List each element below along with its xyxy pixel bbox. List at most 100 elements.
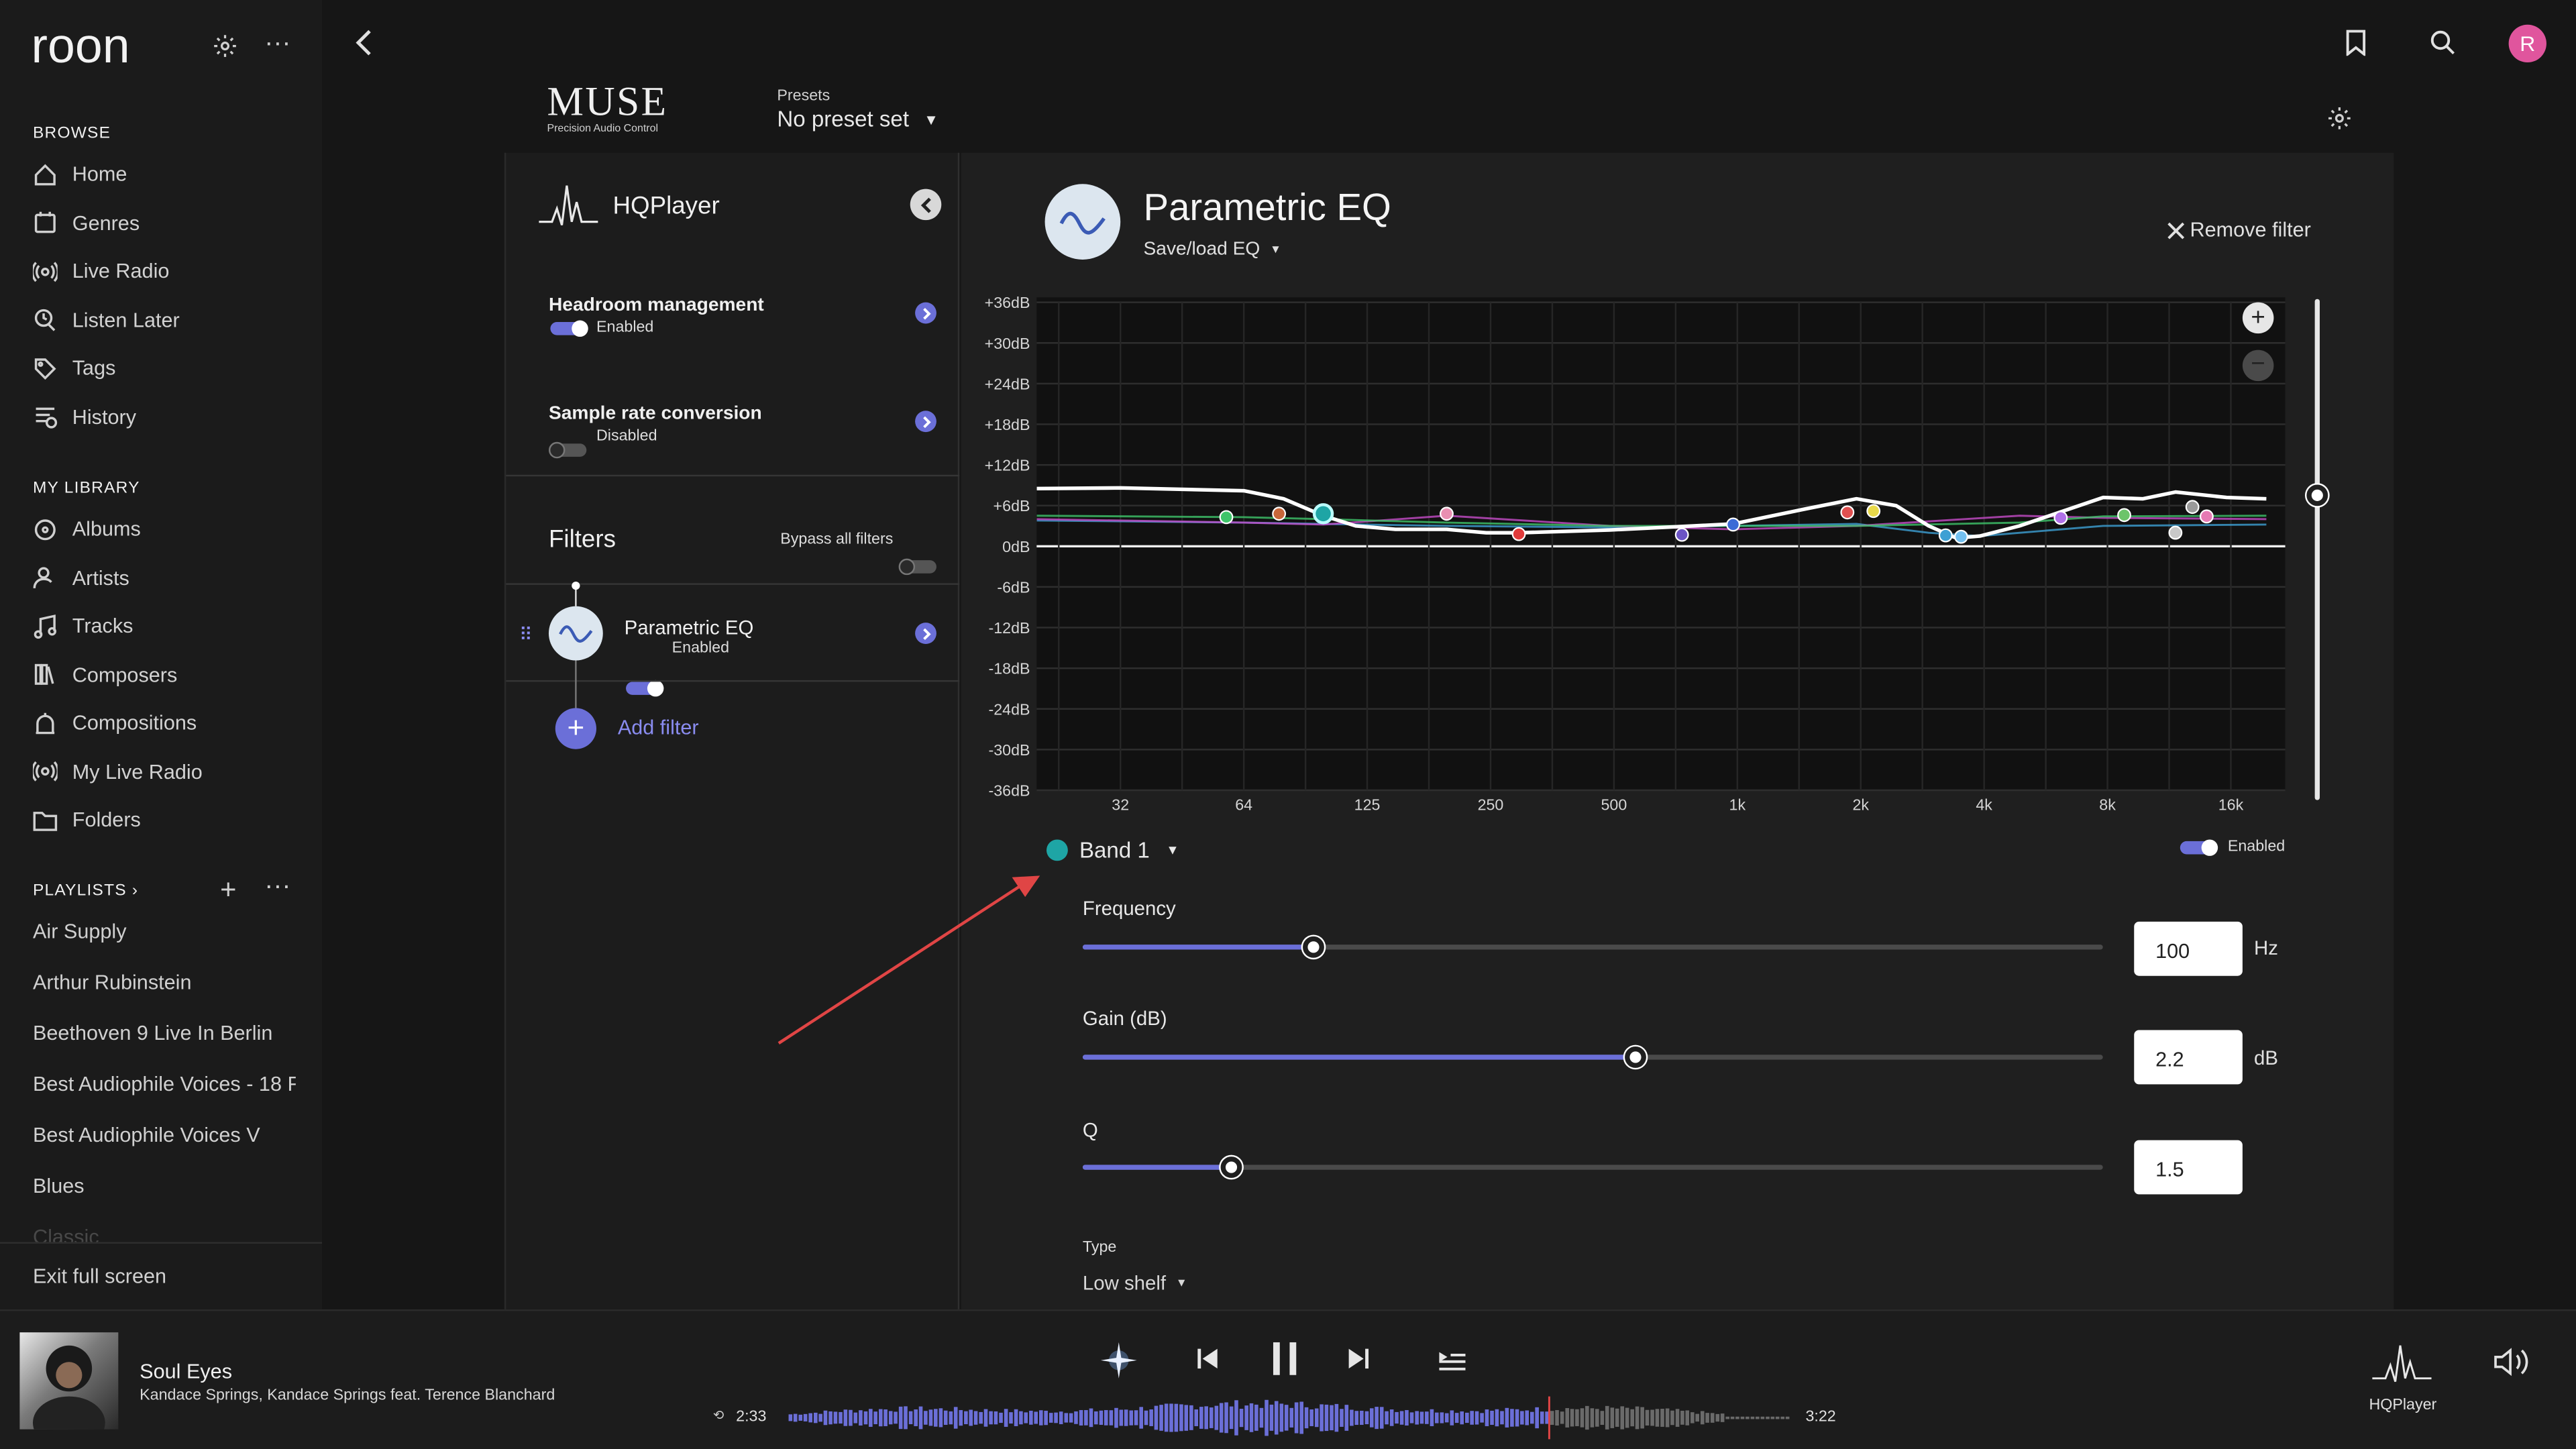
- q-slider[interactable]: [1082, 1157, 2103, 1178]
- sidebar-item-my-live-radio[interactable]: My Live Radio: [32, 755, 203, 788]
- eq-band-handle[interactable]: [2168, 525, 2183, 540]
- remove-filter-button[interactable]: Remove filter: [2167, 219, 2311, 241]
- sidebar-item-home[interactable]: Home: [33, 158, 180, 191]
- filter-toggle[interactable]: [626, 680, 664, 697]
- gain-slider[interactable]: [1082, 1046, 2103, 1068]
- frequency-input[interactable]: 100: [2134, 921, 2243, 976]
- playlist-item[interactable]: Arthur Rubinstein: [32, 971, 192, 994]
- sidebar-item-composers[interactable]: Composers: [33, 658, 203, 691]
- waveform-bar: [1134, 1410, 1138, 1426]
- add-playlist-icon[interactable]: +: [220, 873, 237, 906]
- filter-chevron-icon[interactable]: [915, 623, 936, 645]
- presets-dropdown[interactable]: No preset set ▼: [777, 107, 938, 131]
- collapse-panel-button[interactable]: [910, 189, 942, 221]
- q-input[interactable]: 1.5: [2134, 1140, 2243, 1195]
- sidebar-item-tags[interactable]: Tags: [33, 352, 180, 384]
- eq-band-handle[interactable]: [1219, 510, 1234, 525]
- zoom-out-button[interactable]: −: [2242, 350, 2274, 382]
- eq-band-handle[interactable]: [1440, 506, 1454, 521]
- eq-band-handle[interactable]: [1726, 517, 1740, 532]
- back-arrow-icon[interactable]: [354, 28, 376, 66]
- sidebar-item-artists[interactable]: Artists: [33, 561, 203, 594]
- q-slider-knob[interactable]: [1220, 1157, 1242, 1178]
- playlist-item[interactable]: Best Audiophile Voices V: [32, 1124, 260, 1147]
- eq-band-handle[interactable]: [1938, 528, 1953, 543]
- sidebar-item-history[interactable]: History: [33, 400, 180, 433]
- bypass-toggle[interactable]: [898, 558, 936, 576]
- sidebar-item-live-radio[interactable]: Live Radio: [32, 255, 180, 288]
- playhead[interactable]: [1548, 1396, 1550, 1440]
- queue-icon[interactable]: [1439, 1350, 1466, 1380]
- gain-input[interactable]: 2.2: [2134, 1030, 2243, 1085]
- headroom-title[interactable]: Headroom management: [548, 295, 764, 316]
- eq-band-handle[interactable]: [1312, 503, 1334, 525]
- eq-band-handle[interactable]: [2117, 508, 2131, 523]
- settings-gear-icon[interactable]: [212, 33, 238, 67]
- frequency-slider[interactable]: [1082, 936, 2103, 958]
- playlist-item[interactable]: Beethoven 9 Live In Berlin: [32, 1022, 273, 1045]
- band-dropdown[interactable]: Band 1 ▼: [1079, 837, 1179, 863]
- volume-icon[interactable]: [2492, 1347, 2535, 1385]
- repeat-icon[interactable]: ⟲: [712, 1407, 724, 1423]
- playlists-title[interactable]: PLAYLISTS ›: [32, 882, 139, 901]
- playlists-more-icon[interactable]: ···: [264, 872, 291, 901]
- sidebar-item-folders[interactable]: Folders: [33, 804, 203, 837]
- waveform-bar: [1505, 1407, 1509, 1428]
- waveform-seekbar[interactable]: [788, 1396, 1791, 1440]
- eq-band-handle[interactable]: [1272, 506, 1287, 521]
- bookmark-icon[interactable]: [2345, 30, 2367, 64]
- eq-band-handle[interactable]: [2185, 500, 2200, 515]
- src-toggle[interactable]: [548, 441, 587, 459]
- exit-fullscreen-link[interactable]: Exit full screen: [32, 1265, 167, 1289]
- sidebar-item-compositions[interactable]: Compositions: [33, 706, 203, 739]
- album-art[interactable]: [19, 1332, 119, 1430]
- add-filter-icon[interactable]: +: [555, 708, 596, 749]
- user-avatar[interactable]: R: [2508, 24, 2546, 63]
- muse-settings-gear-icon[interactable]: [2326, 105, 2353, 140]
- hqplayer-logo-icon: [539, 182, 598, 237]
- save-load-eq-dropdown[interactable]: Save/load EQ ▼: [1143, 239, 1281, 260]
- waveform-bar: [914, 1409, 918, 1426]
- headroom-toggle[interactable]: [550, 320, 588, 337]
- eq-band-handle[interactable]: [1866, 504, 1881, 519]
- more-icon[interactable]: ···: [264, 30, 291, 58]
- track-artist[interactable]: Kandace Springs, Kandace Springs feat. T…: [140, 1386, 555, 1405]
- eq-band-handle[interactable]: [2053, 511, 2068, 525]
- sidebar-item-genres[interactable]: Genres: [33, 206, 180, 239]
- hqplayer-zone-icon[interactable]: [2371, 1342, 2433, 1393]
- add-filter-link[interactable]: Add filter: [617, 716, 699, 740]
- waveform-bar: [1084, 1409, 1088, 1426]
- gain-slider-knob[interactable]: [1625, 1046, 1647, 1068]
- eq-chart[interactable]: +36dB +30dB +24dB +18dB +12dB +6dB 0dB -6dB -12d…: [961, 279, 2394, 821]
- headroom-chevron-icon[interactable]: [915, 302, 936, 324]
- zone-name[interactable]: HQPlayer: [2369, 1396, 2437, 1415]
- muse-sparkle-icon[interactable]: [1099, 1340, 1138, 1388]
- src-chevron-icon[interactable]: [915, 411, 936, 433]
- playlist-item[interactable]: Blues: [32, 1175, 85, 1198]
- drag-handle-icon[interactable]: ⠿: [519, 626, 533, 646]
- roon-logo[interactable]: roon: [31, 19, 130, 74]
- eq-band-handle[interactable]: [1674, 527, 1689, 542]
- search-icon[interactable]: [2430, 30, 2456, 64]
- frequency-slider-knob[interactable]: [1303, 936, 1326, 958]
- band-enabled-toggle[interactable]: [2180, 839, 2218, 856]
- master-gain-track[interactable]: [2314, 299, 2320, 800]
- playlist-item[interactable]: Air Supply: [32, 920, 127, 943]
- next-track-icon[interactable]: [1347, 1347, 1370, 1379]
- eq-band-handle[interactable]: [2199, 509, 2214, 524]
- type-dropdown[interactable]: Low shelf ▼: [1082, 1271, 1187, 1295]
- master-gain-knob[interactable]: [2306, 484, 2328, 506]
- sidebar-item-albums[interactable]: Albums: [33, 513, 203, 545]
- pause-icon[interactable]: [1272, 1342, 1298, 1383]
- track-title[interactable]: Soul Eyes: [140, 1360, 232, 1384]
- filter-name[interactable]: Parametric EQ: [624, 616, 754, 639]
- playlist-item[interactable]: Best Audiophile Voices - 18 F: [32, 1073, 296, 1096]
- zoom-in-button[interactable]: +: [2242, 302, 2274, 334]
- eq-band-handle[interactable]: [1840, 505, 1855, 520]
- eq-band-handle[interactable]: [1953, 529, 1968, 544]
- previous-track-icon[interactable]: [1196, 1347, 1219, 1379]
- sidebar-item-listen-later[interactable]: Listen Later: [33, 303, 180, 336]
- sidebar-item-tracks[interactable]: Tracks: [33, 610, 203, 643]
- src-title[interactable]: Sample rate conversion: [548, 404, 762, 424]
- eq-band-handle[interactable]: [1511, 527, 1526, 541]
